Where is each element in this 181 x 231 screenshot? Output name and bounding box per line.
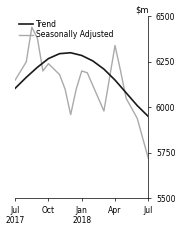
Seasonally Adjusted xyxy=(64,88,66,91)
Trend xyxy=(14,87,16,90)
Line: Seasonally Adjusted: Seasonally Adjusted xyxy=(15,27,148,158)
Seasonally Adjusted xyxy=(86,71,88,74)
Seasonally Adjusted xyxy=(125,97,127,100)
Seasonally Adjusted xyxy=(114,44,116,47)
Trend xyxy=(92,60,94,62)
Seasonally Adjusted xyxy=(47,62,50,65)
Trend xyxy=(36,66,38,69)
Seasonally Adjusted xyxy=(81,70,83,72)
Trend xyxy=(47,57,50,60)
Seasonally Adjusted xyxy=(70,113,72,116)
Line: Trend: Trend xyxy=(15,53,148,116)
Text: $m: $m xyxy=(135,6,148,15)
Trend xyxy=(114,79,116,82)
Seasonally Adjusted xyxy=(92,84,94,87)
Seasonally Adjusted xyxy=(14,79,16,82)
Trend xyxy=(25,76,27,79)
Trend xyxy=(125,91,127,94)
Seasonally Adjusted xyxy=(75,88,77,91)
Trend xyxy=(58,52,61,55)
Seasonally Adjusted xyxy=(58,73,61,76)
Trend xyxy=(147,115,149,118)
Seasonally Adjusted xyxy=(25,61,27,63)
Seasonally Adjusted xyxy=(31,26,33,29)
Trend xyxy=(81,54,83,57)
Seasonally Adjusted xyxy=(136,117,138,120)
Trend xyxy=(103,68,105,70)
Trend xyxy=(136,104,138,107)
Seasonally Adjusted xyxy=(147,157,149,160)
Seasonally Adjusted xyxy=(119,70,122,72)
Trend xyxy=(70,51,72,54)
Legend: Trend, Seasonally Adjusted: Trend, Seasonally Adjusted xyxy=(19,20,113,39)
Seasonally Adjusted xyxy=(42,70,44,72)
Seasonally Adjusted xyxy=(103,110,105,112)
Seasonally Adjusted xyxy=(36,37,38,40)
